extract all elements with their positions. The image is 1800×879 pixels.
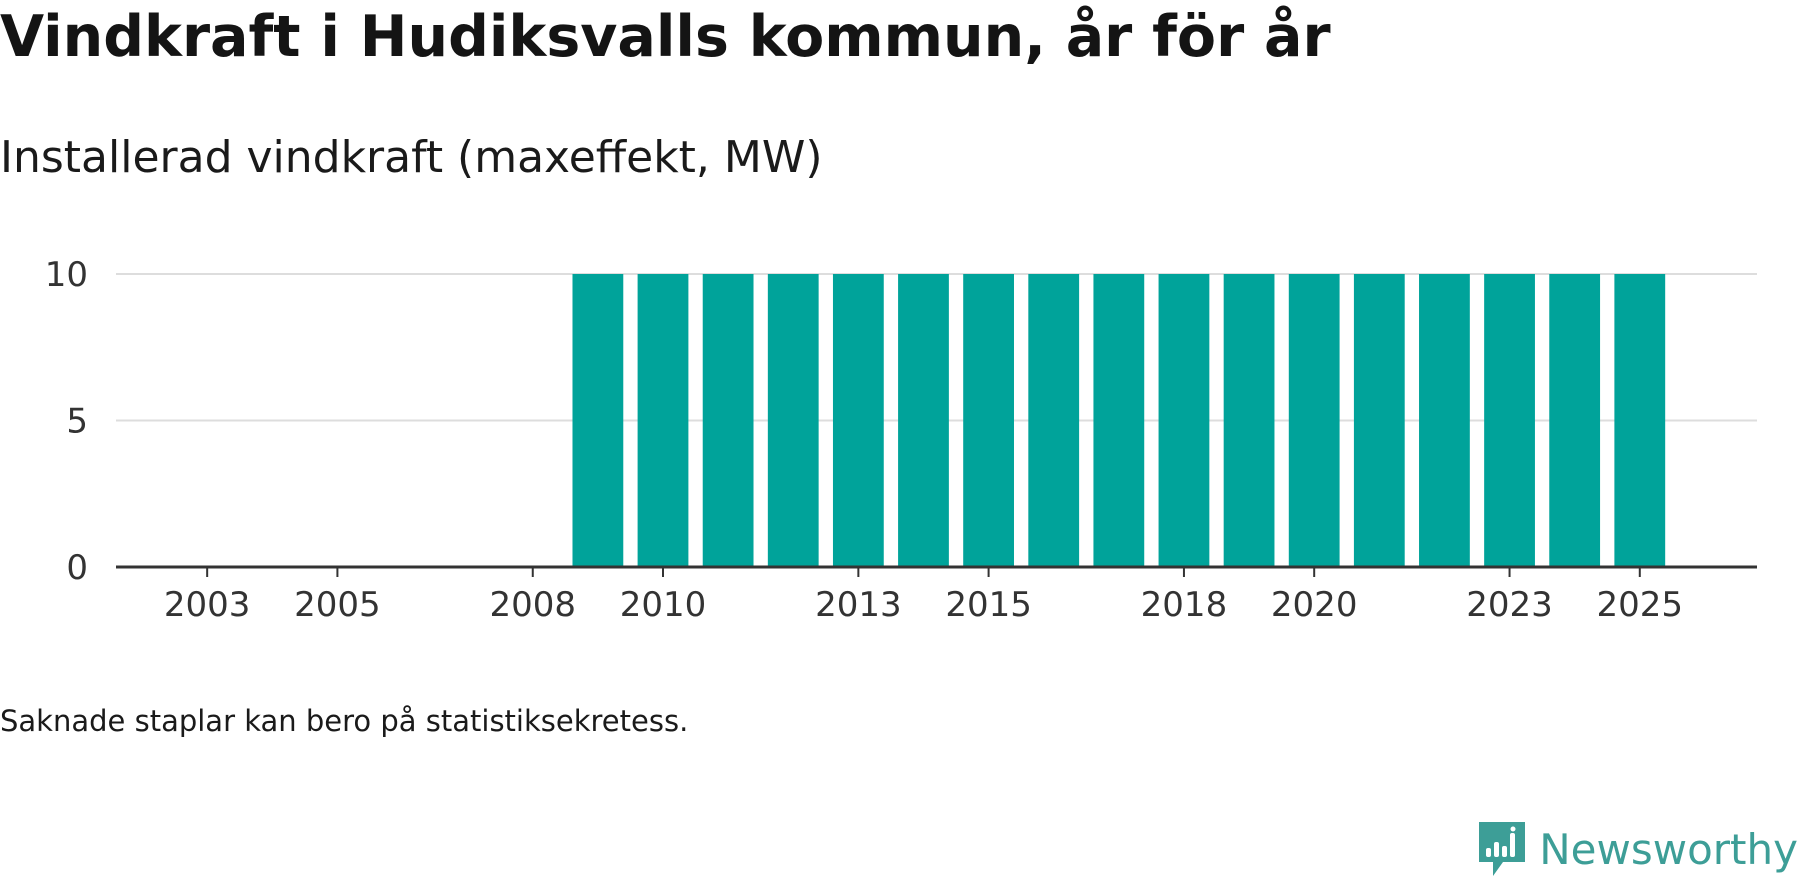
x-tick-label: 2020 xyxy=(1271,585,1358,625)
bar-2009 xyxy=(572,274,624,567)
brand-name: Newsworthy xyxy=(1539,824,1798,874)
y-tick-label: 0 xyxy=(66,548,88,588)
bar-2020 xyxy=(1288,274,1340,567)
bar-series xyxy=(572,274,1666,567)
x-tick-label: 2010 xyxy=(620,585,707,625)
x-tick-label: 2008 xyxy=(489,585,576,625)
bar-2013 xyxy=(832,274,884,567)
bar-2023 xyxy=(1484,274,1535,567)
bar-2024 xyxy=(1549,274,1601,567)
x-tick-label: 2015 xyxy=(945,585,1032,625)
y-tick-label: 10 xyxy=(45,255,88,295)
bar-2010 xyxy=(637,274,689,567)
brand-logo: Newsworthy xyxy=(1477,818,1798,879)
bar-2025 xyxy=(1614,274,1666,567)
bar-2012 xyxy=(767,274,819,567)
x-tick-label: 2003 xyxy=(164,585,251,625)
bar-2011 xyxy=(702,274,754,567)
x-tick-label: 2023 xyxy=(1466,585,1553,625)
axes: 0 5 10 2003 2005 2008 2010 2013 2015 2018 2020 2023… xyxy=(45,255,1757,625)
bar-2018 xyxy=(1158,274,1210,567)
y-tick-label: 5 xyxy=(66,402,88,442)
bar-2019 xyxy=(1223,274,1275,567)
x-tick-label: 2013 xyxy=(815,585,902,625)
x-tick-label: 2025 xyxy=(1597,585,1684,625)
newsworthy-logo-icon xyxy=(1479,822,1526,876)
bar-2017 xyxy=(1093,274,1145,567)
bar-2022 xyxy=(1419,274,1470,567)
chart-subtitle: Installerad vindkraft (maxeffekt, MW) xyxy=(0,132,823,183)
chart-title: Vindkraft i Hudiksvalls kommun, år för å… xyxy=(0,4,1331,70)
bar-2014 xyxy=(898,274,949,567)
x-tick-label: 2018 xyxy=(1141,585,1228,625)
bar-2016 xyxy=(1028,274,1080,567)
bar-2015 xyxy=(963,274,1014,567)
footnote: Saknade staplar kan bero på statistiksek… xyxy=(0,704,689,738)
x-tick-label: 2005 xyxy=(294,585,381,625)
bar-2021 xyxy=(1353,274,1405,567)
